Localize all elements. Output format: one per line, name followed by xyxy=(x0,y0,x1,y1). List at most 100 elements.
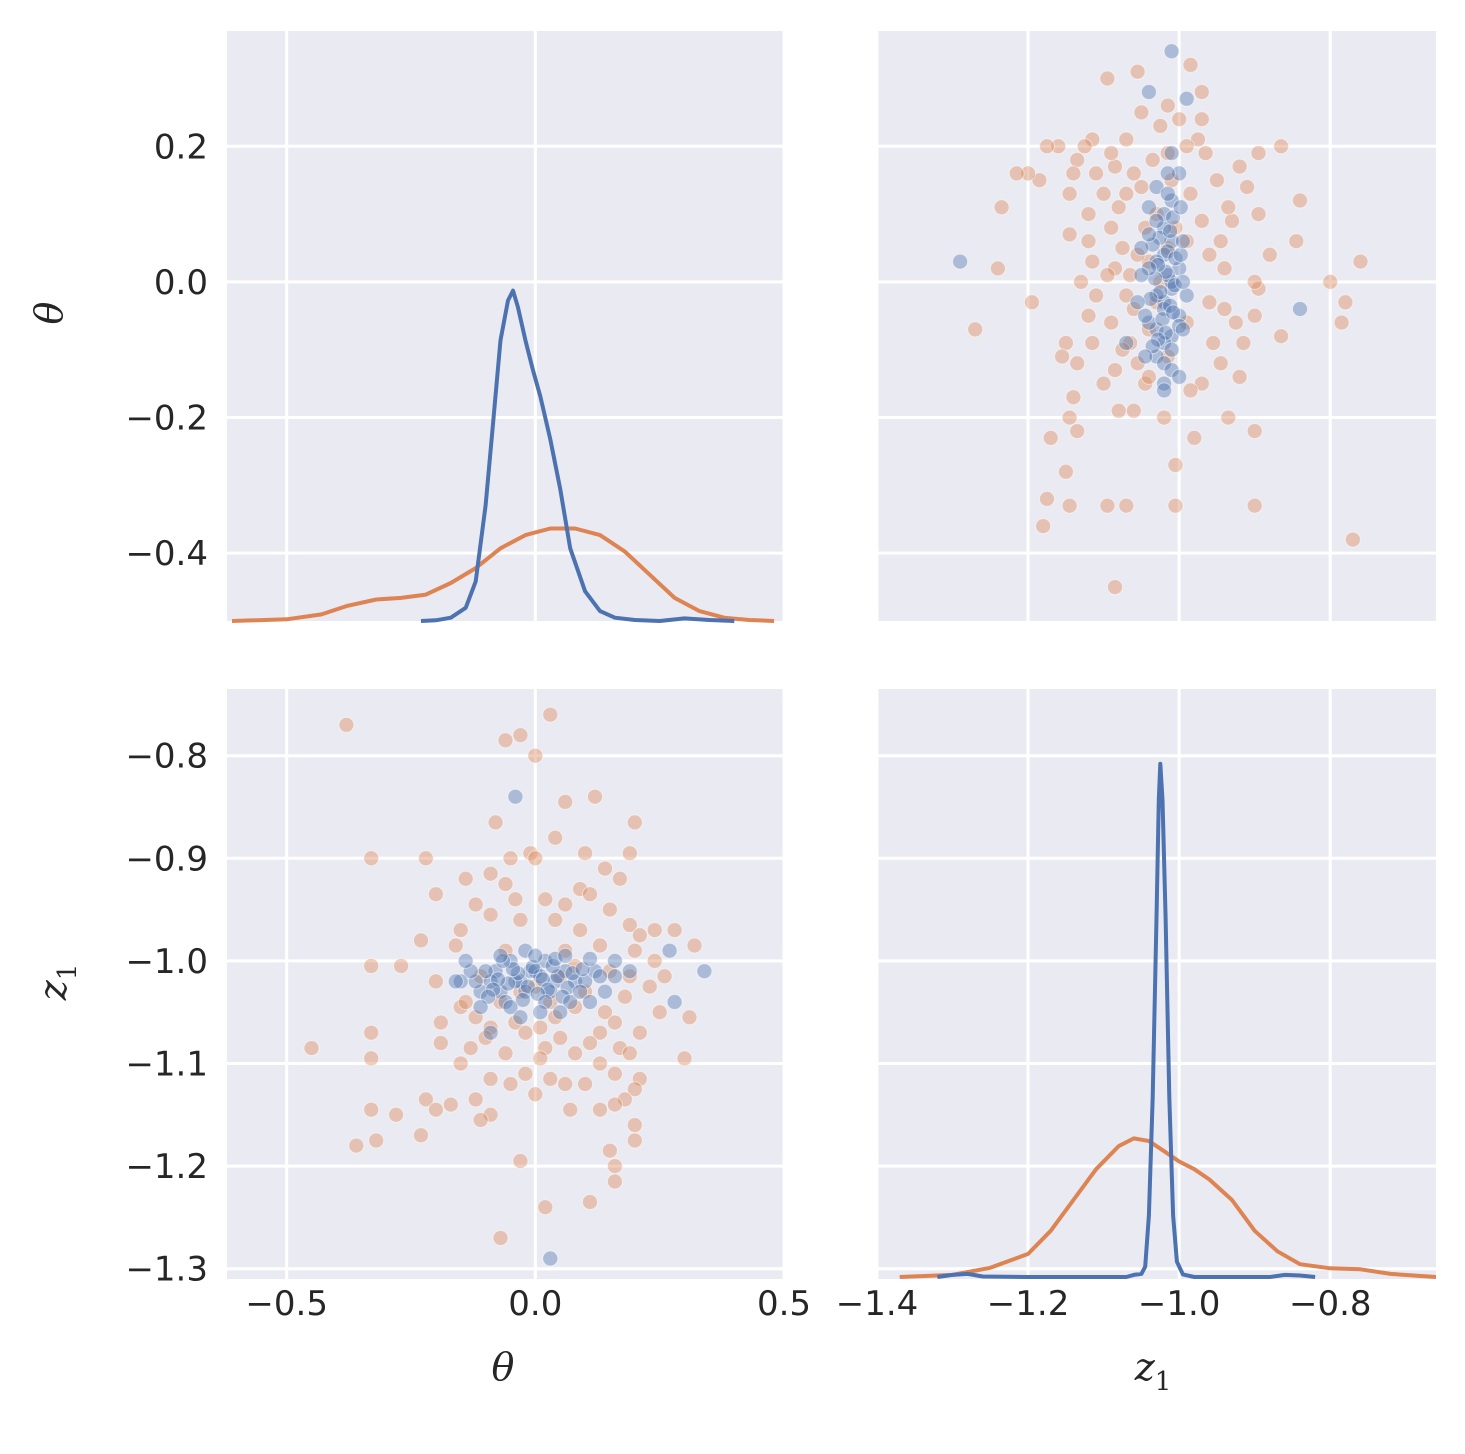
scatter-point-blue xyxy=(447,973,464,990)
scatter-point-orange xyxy=(646,922,663,939)
scatter-point-orange xyxy=(532,1050,549,1067)
scatter-point-orange xyxy=(1201,294,1218,311)
scatter-point-orange xyxy=(1231,158,1248,175)
scatter-point-orange xyxy=(1084,335,1101,351)
scatter-point-orange xyxy=(1352,253,1369,270)
scatter-point-orange xyxy=(1167,497,1184,514)
x-axis-label-theta: θ xyxy=(492,1345,515,1389)
scatter-point-orange xyxy=(557,1076,574,1092)
scatter-point-orange xyxy=(507,891,524,908)
scatter-point-blue xyxy=(549,968,566,985)
scatter-point-orange xyxy=(338,716,355,733)
scatter-point-blue xyxy=(1118,335,1135,351)
scatter-point-orange xyxy=(567,1045,584,1062)
x-tick-label-z1: −1.0 xyxy=(1138,1284,1221,1324)
scatter-point-orange xyxy=(1073,273,1089,290)
x-tick-label-theta: −0.5 xyxy=(245,1284,328,1324)
scatter-point-orange xyxy=(626,1117,643,1134)
scatter-point-blue xyxy=(1165,304,1182,321)
scatter-point-orange xyxy=(1171,111,1188,128)
x-axis-label-z1: z1 xyxy=(1134,1345,1172,1397)
scatter-point-blue xyxy=(547,950,564,967)
scatter-point-orange xyxy=(1095,375,1112,392)
scatter-point-orange xyxy=(393,958,410,974)
scatter-point-orange xyxy=(1205,335,1222,351)
scatter-point-blue xyxy=(1150,257,1166,273)
scatter-point-blue xyxy=(1140,84,1157,100)
scatter-point-orange xyxy=(1065,165,1082,182)
scatter-point-blue xyxy=(500,975,516,992)
scatter-point-blue xyxy=(472,999,489,1016)
scatter-point-blue xyxy=(621,963,638,980)
scatter-point-orange xyxy=(482,865,499,882)
scatter-point-orange xyxy=(388,1106,405,1123)
scatter-point-orange xyxy=(537,1040,554,1057)
scatter-point-orange xyxy=(1250,145,1267,162)
data-marks xyxy=(231,43,1437,1279)
scatter-point-orange xyxy=(1122,267,1139,284)
scatter-point-orange xyxy=(572,881,589,898)
scatter-point-orange xyxy=(527,1086,544,1103)
scatter-point-orange xyxy=(621,917,638,933)
scatter-point-orange xyxy=(542,1070,559,1087)
scatter-point-orange xyxy=(1186,429,1203,446)
scatter-point-orange xyxy=(1224,212,1240,229)
scatter-point-orange xyxy=(1152,117,1169,134)
scatter-point-orange xyxy=(1110,402,1127,419)
scatter-point-orange xyxy=(1118,497,1135,514)
scatter-point-orange xyxy=(497,732,514,749)
scatter-point-orange xyxy=(368,1132,385,1149)
scatter-point-orange xyxy=(1080,233,1097,250)
scatter-point-orange xyxy=(1125,165,1142,182)
kde-z1-blue xyxy=(937,761,1316,1279)
scatter-point-blue xyxy=(666,994,683,1010)
scatter-point-orange xyxy=(601,901,618,918)
scatter-point-orange xyxy=(512,727,529,744)
scatter-point-orange xyxy=(592,937,608,954)
scatter-point-blue xyxy=(1159,185,1176,202)
x-tick-label-z1: −0.8 xyxy=(1289,1284,1372,1324)
scatter-point-orange xyxy=(1250,206,1267,223)
scatter-point-orange xyxy=(577,845,594,862)
scatter-point-orange xyxy=(427,1101,444,1118)
scatter-point-orange xyxy=(427,886,444,903)
scatter-point-blue xyxy=(1178,287,1195,304)
scatter-point-orange xyxy=(542,706,559,723)
scatter-point-orange xyxy=(1099,70,1116,87)
scatter-point-orange xyxy=(1110,199,1127,216)
scatter-point-orange xyxy=(547,911,564,928)
scatter-point-orange xyxy=(1095,185,1112,202)
scatter-point-orange xyxy=(1069,423,1086,440)
scatter-point-orange xyxy=(363,850,380,867)
scatter-point-blue xyxy=(1140,226,1157,243)
scatter-point-orange xyxy=(1035,518,1052,535)
scatter-point-orange xyxy=(547,829,564,846)
scatter-point-blue xyxy=(534,971,551,988)
panel-theta-kde-background xyxy=(227,31,784,621)
scatter-point-orange xyxy=(512,1153,529,1169)
scatter-point-orange xyxy=(527,850,544,867)
scatter-point-orange xyxy=(592,1101,608,1118)
y-tick-label-z1: −1.3 xyxy=(125,1250,208,1290)
scatter-point-orange xyxy=(1193,212,1210,229)
scatter-point-orange xyxy=(1322,273,1339,290)
scatter-point-orange xyxy=(557,896,574,913)
scatter-point-orange xyxy=(1246,423,1263,440)
scatter-point-orange xyxy=(1061,226,1078,243)
scatter-point-orange xyxy=(1061,409,1078,426)
scatter-point-blue xyxy=(1174,273,1191,290)
scatter-point-blue xyxy=(952,253,969,270)
scatter-point-orange xyxy=(1246,273,1263,290)
scatter-point-orange xyxy=(363,1024,380,1041)
scatter-point-blue xyxy=(527,947,544,964)
scatter-point-orange xyxy=(527,747,544,764)
scatter-point-orange xyxy=(592,1024,608,1041)
scatter-point-orange xyxy=(497,876,514,892)
scatter-point-blue xyxy=(564,965,581,982)
scatter-point-orange xyxy=(1231,368,1248,385)
scatter-point-orange xyxy=(1042,429,1059,446)
scatter-point-orange xyxy=(1208,172,1225,189)
scatter-point-orange xyxy=(1114,240,1131,256)
scatter-point-blue xyxy=(1172,246,1189,263)
scatter-point-blue xyxy=(696,963,713,980)
